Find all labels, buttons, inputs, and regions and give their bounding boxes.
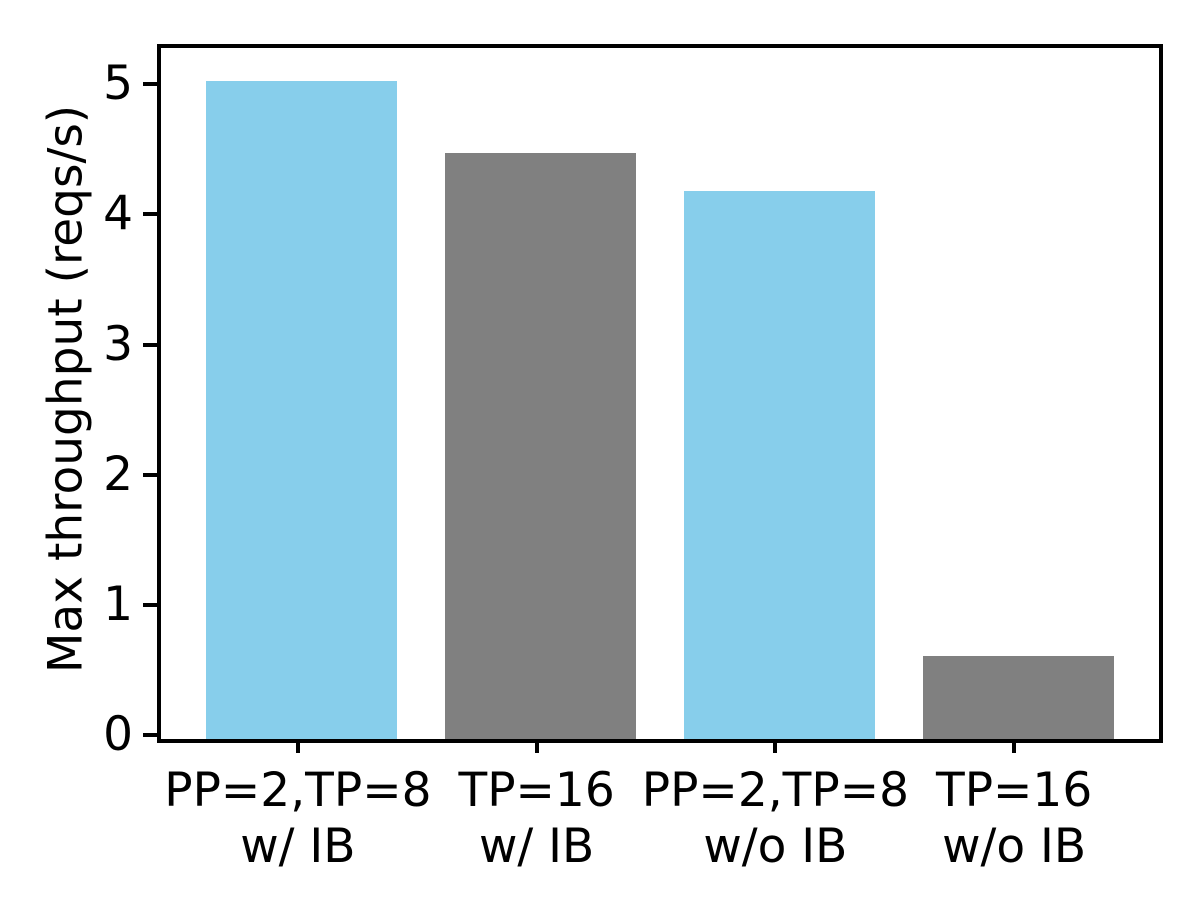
x-tick-label-line: PP=2,TP=8 bbox=[641, 763, 909, 818]
bar-pp2-tp8-with-ib bbox=[206, 80, 398, 739]
x-tick-label-line: TP=16 bbox=[936, 763, 1093, 818]
y-tick-label: 2 bbox=[103, 446, 133, 502]
y-tick-label: 1 bbox=[103, 576, 133, 632]
y-tick-mark bbox=[143, 602, 157, 607]
bar-pp2-tp8-without-ib bbox=[683, 191, 875, 739]
y-tick-label: 4 bbox=[103, 186, 133, 242]
y-tick-label: 5 bbox=[103, 56, 133, 112]
y-tick-label: 3 bbox=[103, 316, 133, 372]
y-tick-mark bbox=[143, 733, 157, 737]
x-tick-label-line: PP=2,TP=8 bbox=[164, 763, 432, 818]
x-tick-mark bbox=[534, 739, 539, 753]
x-tick-mark bbox=[295, 739, 300, 753]
y-tick-mark bbox=[143, 212, 157, 217]
x-tick-label-line: TP=16 bbox=[458, 763, 615, 818]
x-tick-label-line: w/o IB bbox=[942, 819, 1087, 874]
x-tick-mark bbox=[773, 739, 778, 753]
y-tick-label: 0 bbox=[103, 707, 133, 762]
x-tick-label: PP=2,TP=8 w/o IB bbox=[642, 763, 909, 875]
x-tick-label: TP=16 w/ IB bbox=[458, 763, 614, 875]
x-tick-label: PP=2,TP=8 w/ IB bbox=[164, 763, 431, 875]
y-tick-mark bbox=[143, 82, 157, 87]
x-tick-label: TP=16 w/o IB bbox=[936, 763, 1092, 875]
bar-tp16-without-ib bbox=[922, 655, 1114, 739]
x-tick-label-line: w/ IB bbox=[478, 819, 595, 874]
x-tick-label-line: w/ IB bbox=[240, 819, 356, 874]
x-tick-label-line: w/o IB bbox=[703, 819, 848, 874]
bar-tp16-with-ib bbox=[445, 153, 637, 739]
plot-area bbox=[157, 44, 1163, 743]
x-tick-mark bbox=[1012, 739, 1017, 753]
y-tick-mark bbox=[143, 472, 157, 477]
y-tick-mark bbox=[143, 342, 157, 347]
